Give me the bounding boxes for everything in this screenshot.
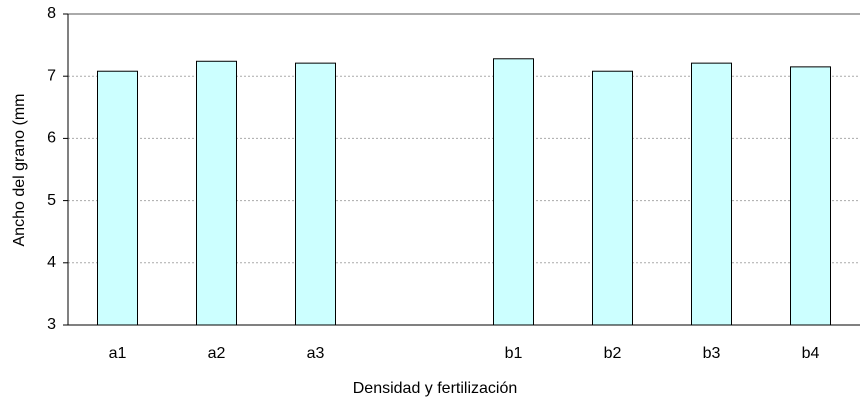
bar xyxy=(592,70,633,326)
bar xyxy=(97,70,138,326)
x-tick-label: a1 xyxy=(109,345,127,362)
x-tick-label: b3 xyxy=(703,345,721,362)
y-tick-label: 8 xyxy=(47,5,56,22)
x-tick-label: a3 xyxy=(307,345,325,362)
y-tick-label: 6 xyxy=(47,130,56,147)
y-axis-label: Ancho del grano (mm xyxy=(11,94,28,247)
bar xyxy=(196,60,237,326)
x-tick-label: b2 xyxy=(604,345,622,362)
y-tick-label: 5 xyxy=(47,192,56,209)
bar xyxy=(790,66,831,326)
y-tick-label: 4 xyxy=(47,254,56,271)
bar xyxy=(691,62,732,326)
x-tick-label: b1 xyxy=(505,345,523,362)
x-tick-label: a2 xyxy=(208,345,226,362)
y-tick-label: 3 xyxy=(47,316,56,333)
bar xyxy=(295,62,336,326)
x-tick-label: b4 xyxy=(802,345,820,362)
y-tick-label: 7 xyxy=(47,67,56,84)
x-axis-label: Densidad y fertilización xyxy=(353,380,518,397)
bar xyxy=(493,58,534,326)
